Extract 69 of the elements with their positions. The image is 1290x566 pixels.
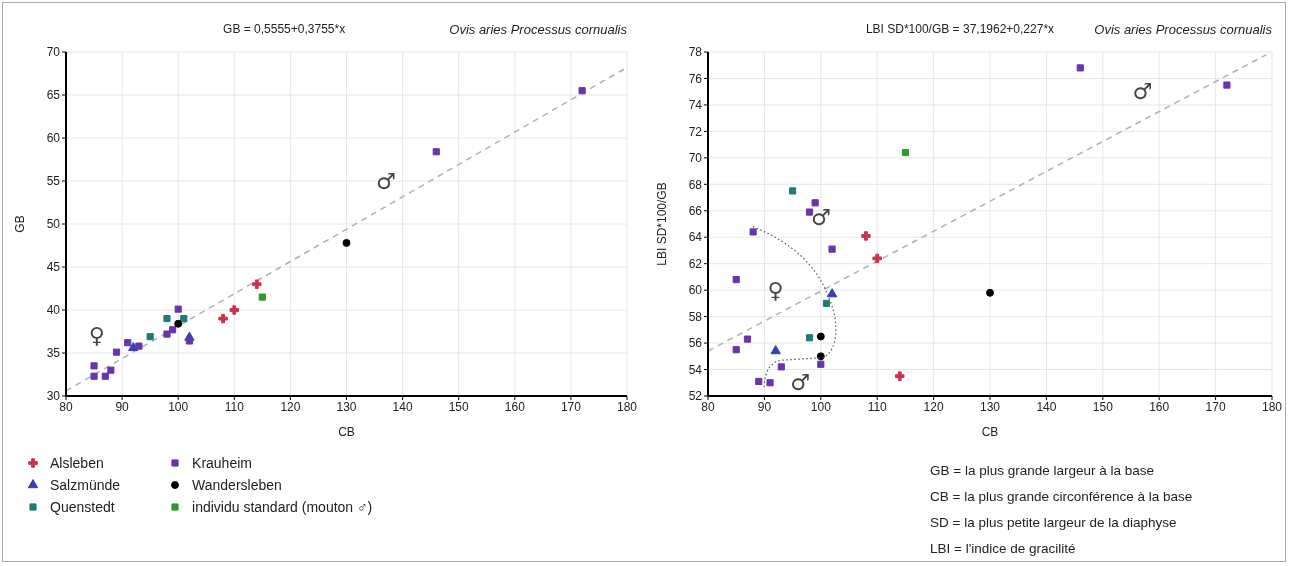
y-tick-label: 50 bbox=[46, 217, 61, 232]
x-tick-label: 160 bbox=[1149, 399, 1170, 414]
x-axis-title: CB bbox=[981, 425, 999, 439]
legend-label: Alsleben bbox=[50, 455, 104, 471]
y-tick-label: 65 bbox=[46, 88, 61, 103]
y-tick-label: 55 bbox=[46, 174, 61, 189]
chart-title: LBI SD*100/GB = 37,1962+0,227*x bbox=[865, 22, 1055, 37]
text: GB = la plus grande largeur à la base bbox=[930, 462, 1155, 480]
y-tick-label: 78 bbox=[688, 45, 703, 60]
y-tick-label: 45 bbox=[46, 260, 61, 275]
y-tick-label: 40 bbox=[46, 303, 61, 318]
x-tick-label: 120 bbox=[923, 399, 944, 414]
y-tick-label: 62 bbox=[688, 256, 703, 271]
annotation: ♂ bbox=[1132, 79, 1153, 105]
legend-label: Wandersleben bbox=[192, 477, 282, 493]
y-tick-label: 35 bbox=[46, 346, 61, 361]
y-axis-title: GB bbox=[13, 215, 28, 233]
x-tick-label: 140 bbox=[1036, 399, 1057, 414]
y-tick-label: 72 bbox=[688, 124, 703, 139]
y-tick-label: 74 bbox=[688, 98, 703, 113]
annotation: ♀ bbox=[767, 277, 784, 303]
text: CB = la plus grande circonférence à la base bbox=[930, 488, 1193, 506]
x-tick-label: 130 bbox=[979, 399, 1001, 414]
x-tick-label: 110 bbox=[867, 399, 888, 414]
x-tick-label: 110 bbox=[224, 399, 245, 414]
x-tick-label: 160 bbox=[504, 399, 526, 414]
x-tick-label: 150 bbox=[448, 399, 470, 414]
y-tick-label: 52 bbox=[688, 389, 703, 404]
y-tick-label: 54 bbox=[688, 362, 703, 377]
x-tick-label: 90 bbox=[115, 399, 130, 414]
annotation: ♀ bbox=[88, 323, 105, 349]
x-tick-label: 120 bbox=[280, 399, 301, 414]
chart-subtitle: Ovis aries Processus cornualis bbox=[449, 22, 627, 37]
annotation: ♂ bbox=[375, 168, 396, 194]
y-tick-label: 70 bbox=[688, 151, 703, 166]
legend-label: individu standard (mouton ♂) bbox=[192, 499, 373, 515]
x-tick-label: 170 bbox=[1205, 399, 1226, 414]
x-axis-title: CB bbox=[338, 425, 355, 439]
x-tick-label: 180 bbox=[616, 399, 638, 414]
x-tick-label: 130 bbox=[336, 399, 357, 414]
y-tick-label: 64 bbox=[688, 230, 703, 245]
legend-label: Quenstedt bbox=[50, 499, 115, 515]
y-tick-label: 70 bbox=[46, 45, 61, 60]
y-tick-label: 60 bbox=[46, 131, 61, 146]
legend-label: Salzmünde bbox=[50, 477, 121, 493]
y-tick-label: 66 bbox=[688, 204, 703, 219]
x-tick-label: 150 bbox=[1092, 399, 1114, 414]
text: LBI = l'indice de gracilité bbox=[930, 540, 1077, 558]
y-tick-label: 58 bbox=[688, 309, 703, 324]
text: SD = la plus petite largeur de la diaphyse bbox=[930, 514, 1178, 532]
annotation: ♂ bbox=[790, 370, 810, 396]
chart-title: GB = 0,5555+0,3755*x bbox=[223, 22, 346, 37]
y-tick-label: 60 bbox=[688, 283, 703, 298]
y-tick-label: 68 bbox=[688, 177, 703, 192]
y-tick-label: 56 bbox=[688, 336, 703, 351]
x-tick-label: 80 bbox=[701, 399, 715, 414]
x-tick-label: 170 bbox=[560, 399, 582, 414]
x-tick-label: 80 bbox=[59, 399, 73, 414]
y-tick-label: 30 bbox=[46, 389, 61, 404]
x-tick-label: 90 bbox=[757, 399, 772, 414]
x-tick-label: 140 bbox=[392, 399, 413, 414]
y-tick-label: 76 bbox=[688, 71, 703, 86]
x-tick-label: 100 bbox=[168, 399, 189, 414]
x-tick-label: 100 bbox=[810, 399, 832, 414]
annotation: ♂ bbox=[810, 204, 831, 230]
chart-subtitle: Ovis aries Processus cornualis bbox=[1094, 22, 1272, 37]
legend-label: Krauheim bbox=[192, 455, 252, 471]
y-axis-title: LBI SD*100/GB bbox=[655, 182, 670, 266]
x-tick-label: 180 bbox=[1261, 399, 1283, 414]
